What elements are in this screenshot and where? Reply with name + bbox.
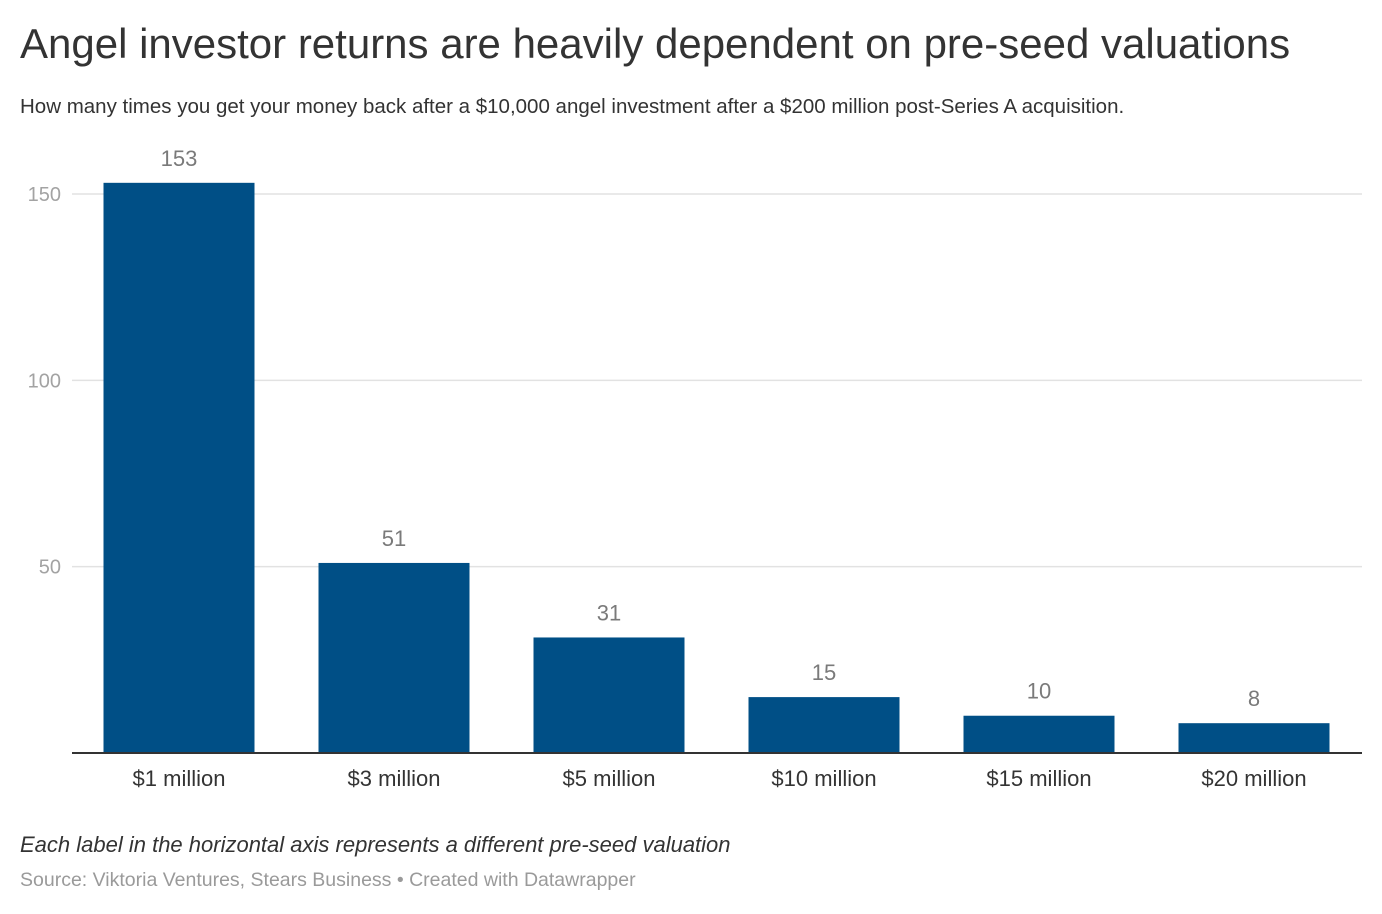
- bar-value-label: 153: [161, 146, 198, 171]
- bar: [963, 715, 1115, 753]
- chart-title: Angel investor returns are heavily depen…: [20, 20, 1291, 67]
- bar-value-label: 10: [1027, 679, 1051, 704]
- bar-value-label: 31: [597, 600, 621, 625]
- bar: [318, 562, 470, 753]
- y-tick-label: 150: [28, 184, 61, 206]
- bar: [748, 697, 900, 753]
- bars: [103, 182, 1330, 753]
- bar: [1178, 723, 1330, 753]
- chart-subtitle: How many times you get your money back a…: [20, 95, 1125, 118]
- bar: [533, 637, 685, 753]
- y-tick-label: 100: [28, 370, 61, 392]
- bar: [103, 182, 255, 753]
- bar-value-label: 8: [1248, 686, 1260, 711]
- bar-value-label: 15: [812, 660, 836, 685]
- x-tick-label: $20 million: [1201, 766, 1306, 791]
- x-tick-label: $15 million: [986, 766, 1091, 791]
- gridlines: [72, 193, 1362, 568]
- x-tick-label: $5 million: [563, 766, 656, 791]
- bar-value-label: 51: [382, 526, 406, 551]
- x-tick-label: $1 million: [133, 766, 226, 791]
- x-tick-label: $3 million: [348, 766, 441, 791]
- source-credit: Source: Viktoria Ventures, Stears Busine…: [20, 869, 636, 891]
- labels: 50 100 150 153 $1 million 51 $3 million 31 $5 mi…: [28, 146, 1307, 791]
- x-tick-label: $10 million: [771, 766, 876, 791]
- axis-note: Each label in the horizontal axis repres…: [20, 832, 731, 857]
- y-tick-label: 50: [39, 557, 61, 579]
